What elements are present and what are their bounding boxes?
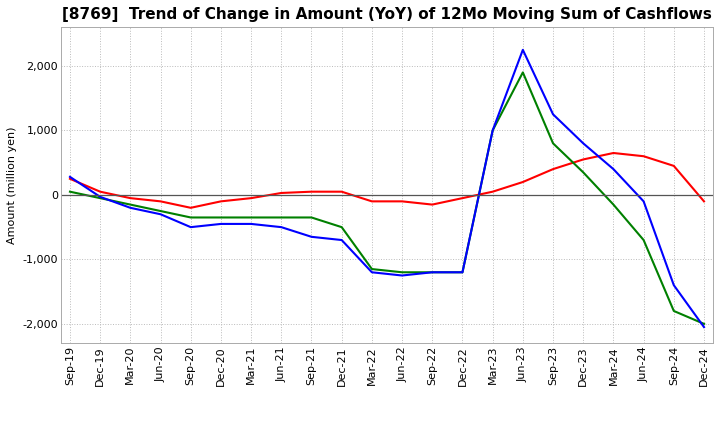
Operating Cashflow — [639, 154, 648, 159]
Line: Free Cashflow: Free Cashflow — [70, 50, 704, 327]
Investing Cashflow — [700, 321, 708, 326]
Operating Cashflow — [156, 199, 165, 204]
Investing Cashflow — [217, 215, 225, 220]
Investing Cashflow — [488, 128, 497, 133]
Operating Cashflow — [277, 191, 286, 196]
Investing Cashflow — [368, 266, 377, 271]
Free Cashflow — [186, 224, 195, 230]
Investing Cashflow — [186, 215, 195, 220]
Investing Cashflow — [397, 270, 406, 275]
Free Cashflow — [458, 270, 467, 275]
Investing Cashflow — [518, 70, 527, 75]
Free Cashflow — [397, 273, 406, 278]
Investing Cashflow — [579, 170, 588, 175]
Operating Cashflow — [338, 189, 346, 194]
Investing Cashflow — [126, 202, 135, 207]
Title: [8769]  Trend of Change in Amount (YoY) of 12Mo Moving Sum of Cashflows: [8769] Trend of Change in Amount (YoY) o… — [62, 7, 712, 22]
Free Cashflow — [156, 212, 165, 217]
Operating Cashflow — [307, 189, 316, 194]
Investing Cashflow — [307, 215, 316, 220]
Operating Cashflow — [579, 157, 588, 162]
Free Cashflow — [368, 270, 377, 275]
Free Cashflow — [307, 234, 316, 239]
Free Cashflow — [579, 141, 588, 146]
Operating Cashflow — [368, 199, 377, 204]
Free Cashflow — [126, 205, 135, 210]
Operating Cashflow — [458, 195, 467, 201]
Operating Cashflow — [247, 195, 256, 201]
Free Cashflow — [518, 47, 527, 52]
Operating Cashflow — [549, 166, 557, 172]
Free Cashflow — [428, 270, 436, 275]
Operating Cashflow — [126, 195, 135, 201]
Investing Cashflow — [670, 308, 678, 314]
Operating Cashflow — [488, 189, 497, 194]
Operating Cashflow — [428, 202, 436, 207]
Investing Cashflow — [639, 238, 648, 243]
Operating Cashflow — [397, 199, 406, 204]
Free Cashflow — [66, 174, 74, 180]
Investing Cashflow — [277, 215, 286, 220]
Investing Cashflow — [338, 224, 346, 230]
Investing Cashflow — [428, 270, 436, 275]
Y-axis label: Amount (million yen): Amount (million yen) — [7, 126, 17, 244]
Free Cashflow — [609, 166, 618, 172]
Investing Cashflow — [96, 195, 104, 201]
Operating Cashflow — [66, 176, 74, 181]
Operating Cashflow — [700, 199, 708, 204]
Free Cashflow — [639, 199, 648, 204]
Operating Cashflow — [670, 163, 678, 169]
Investing Cashflow — [609, 202, 618, 207]
Free Cashflow — [338, 238, 346, 243]
Investing Cashflow — [458, 270, 467, 275]
Free Cashflow — [217, 221, 225, 227]
Free Cashflow — [277, 224, 286, 230]
Operating Cashflow — [609, 150, 618, 156]
Investing Cashflow — [247, 215, 256, 220]
Operating Cashflow — [186, 205, 195, 210]
Free Cashflow — [700, 324, 708, 330]
Operating Cashflow — [518, 180, 527, 185]
Free Cashflow — [670, 282, 678, 288]
Free Cashflow — [96, 194, 104, 199]
Line: Operating Cashflow: Operating Cashflow — [70, 153, 704, 208]
Free Cashflow — [247, 221, 256, 227]
Free Cashflow — [488, 128, 497, 133]
Investing Cashflow — [66, 189, 74, 194]
Investing Cashflow — [549, 141, 557, 146]
Operating Cashflow — [96, 189, 104, 194]
Line: Investing Cashflow: Investing Cashflow — [70, 73, 704, 324]
Investing Cashflow — [156, 209, 165, 214]
Free Cashflow — [549, 112, 557, 117]
Operating Cashflow — [217, 199, 225, 204]
